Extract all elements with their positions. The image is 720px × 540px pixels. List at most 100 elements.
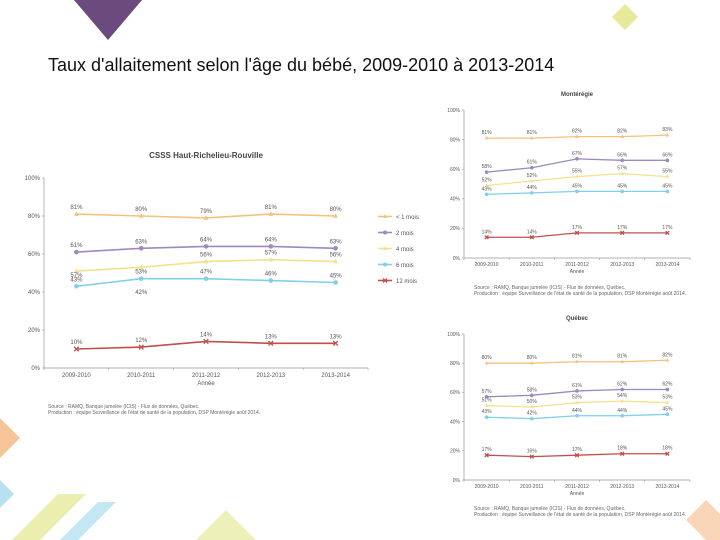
data-label: 53% <box>135 270 148 276</box>
data-label: 57% <box>482 389 493 395</box>
series-3: 43% 53% 47% 46% 45% <box>70 270 342 289</box>
x-tick-label: 2012-2013 <box>256 373 285 379</box>
x-axis-label: Année <box>197 381 215 387</box>
legend-item: 6 mois <box>378 262 414 269</box>
data-label: 42% <box>135 290 148 296</box>
chart-csss-haut-richelieu: CSSS Haut-Richelieu-Rouville 0% 20% 40% 60% 8… <box>20 148 440 398</box>
x-tick-label: 2009-2010 <box>475 262 499 268</box>
data-point <box>620 189 624 194</box>
data-point <box>665 387 670 392</box>
y-tick-label: 20% <box>450 226 461 232</box>
data-point <box>665 174 670 178</box>
data-label: 45% <box>662 406 673 412</box>
y-tick-label: 20% <box>28 328 41 334</box>
x-tick-label: 2010-2011 <box>520 262 544 268</box>
series-3: 43% 42% 44% 44% 45% <box>482 406 673 421</box>
data-point <box>74 211 79 216</box>
data-label: 56% <box>200 253 213 259</box>
data-point <box>333 246 338 251</box>
orange-corner-decoration <box>686 500 720 540</box>
blue-stripe-decoration <box>60 502 116 540</box>
data-label: 14% <box>482 229 493 235</box>
legend-label: < 1 mois <box>396 215 419 221</box>
data-point <box>620 387 624 392</box>
x-tick-label: 2012-2013 <box>610 262 634 268</box>
x-tick-label: 2012-2013 <box>610 484 634 490</box>
legend-label: 2 mois <box>396 231 414 237</box>
data-point <box>665 357 670 362</box>
data-point <box>484 192 489 197</box>
data-point <box>575 174 579 178</box>
data-label: 17% <box>572 447 583 453</box>
data-label: 82% <box>617 129 628 135</box>
data-point <box>484 360 489 365</box>
series-4: 10% 12% 14% 13% 13% <box>70 332 342 352</box>
data-point <box>665 189 670 194</box>
x-tick-label: 2009-2010 <box>475 484 499 490</box>
data-point <box>484 452 489 458</box>
data-point <box>665 412 670 417</box>
x-tick-label: 2010-2011 <box>520 484 544 490</box>
source-line: Source : RAMQ, Banque jumelée (ICIS) - F… <box>48 404 200 410</box>
data-label: 81% <box>572 354 583 360</box>
data-point <box>383 214 387 218</box>
data-label: 62% <box>617 381 628 387</box>
chart-quebec: Québec 0% 20% 40% 60% 80% 100% 2009-2010 2010-20… <box>440 308 700 504</box>
y-tick-label: 60% <box>450 390 461 396</box>
data-point <box>73 346 80 352</box>
data-point <box>574 230 580 236</box>
chart-svg: Montérégie 0% 20% 40% 60% 80% 100% 2009-2010 201… <box>447 92 691 275</box>
data-point <box>620 413 624 418</box>
data-label: 54% <box>617 393 628 399</box>
data-point <box>332 340 339 347</box>
data-point <box>575 413 579 418</box>
data-label: 55% <box>572 169 583 175</box>
data-label: 67% <box>572 151 583 157</box>
data-point <box>574 452 580 458</box>
data-label: 58% <box>527 387 538 393</box>
data-label: 81% <box>265 205 278 211</box>
data-point <box>484 135 489 140</box>
data-label: 66% <box>617 152 628 158</box>
series-4: 17% 16% 17% 18% 18% <box>482 446 673 459</box>
data-point <box>484 415 489 420</box>
data-point <box>575 400 579 404</box>
data-point <box>620 398 624 403</box>
data-point <box>74 284 79 289</box>
x-axis-label: Année <box>570 269 585 275</box>
y-tick-label: 100% <box>447 332 460 338</box>
production-line: Production : équipe Surveillance de l'ét… <box>48 410 261 416</box>
data-label: 44% <box>617 408 628 414</box>
data-point <box>203 276 209 281</box>
chart-source-note-quebec: Source : RAMQ, Banque jumelée (ICIS) - F… <box>474 506 686 518</box>
data-point <box>383 230 387 235</box>
legend-item: 4 mois <box>378 246 414 253</box>
data-label: 57% <box>70 273 83 279</box>
data-point <box>268 256 274 262</box>
yellow-corner-decoration <box>196 510 256 540</box>
chart-title: Montérégie <box>561 92 594 98</box>
x-tick-label: 2010-2011 <box>127 373 156 379</box>
data-point <box>530 393 534 398</box>
data-point <box>333 280 338 285</box>
data-point <box>268 244 274 249</box>
x-tick-label: 2009-2010 <box>62 373 91 379</box>
data-label: 10% <box>70 340 83 346</box>
data-point <box>383 262 387 267</box>
y-tick-label: 80% <box>450 137 461 143</box>
data-label: 58% <box>482 164 493 170</box>
series-1: 57% 58% 61% 62% 62% <box>482 381 673 399</box>
legend-item: 12 mois <box>378 278 417 285</box>
data-label: 82% <box>572 129 583 135</box>
production-line: Production : équipe Surveillance de l'ét… <box>474 512 687 518</box>
data-label: 81% <box>482 130 493 136</box>
data-label: 17% <box>482 447 493 453</box>
y-tick-label: 40% <box>28 290 41 296</box>
data-label: 63% <box>330 239 343 245</box>
chart-svg: CSSS Haut-Richelieu-Rouville 0% 20% 40% 60% 8… <box>25 151 419 387</box>
data-label: 80% <box>527 355 538 361</box>
data-label: 43% <box>482 186 493 192</box>
data-label: 80% <box>135 207 148 213</box>
series-0: 80% 80% 81% 81% 82% <box>482 352 673 365</box>
data-label: 45% <box>617 183 628 189</box>
